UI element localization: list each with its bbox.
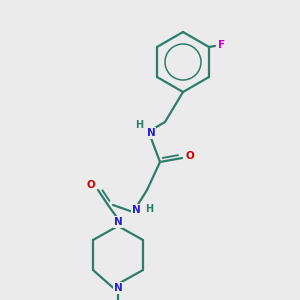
Text: H: H [145, 204, 153, 214]
Text: O: O [87, 180, 95, 190]
Text: O: O [186, 151, 194, 161]
Text: N: N [114, 217, 122, 227]
Text: N: N [147, 128, 155, 138]
Text: F: F [218, 40, 226, 50]
Text: H: H [135, 120, 143, 130]
Text: N: N [132, 205, 140, 215]
Text: N: N [114, 283, 122, 293]
